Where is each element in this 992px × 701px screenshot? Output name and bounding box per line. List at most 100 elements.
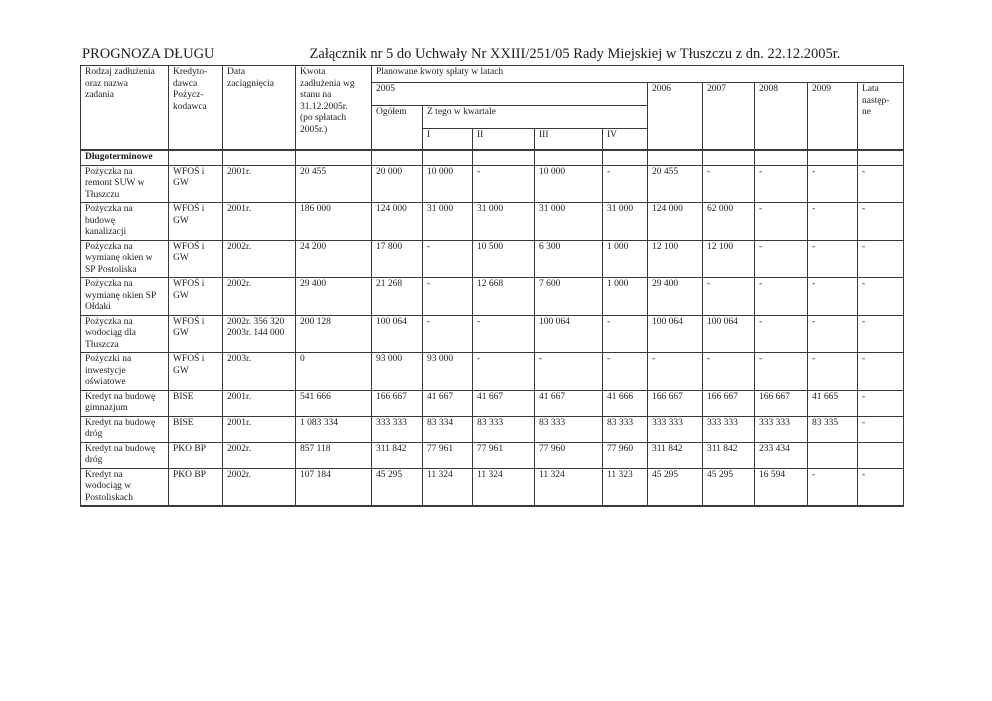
table-cell: - [857, 202, 904, 241]
table-cell: 100 064 [371, 314, 423, 353]
table-cell: - [472, 314, 535, 353]
header-date: Data zaciągnięcia [222, 65, 296, 151]
table-cell: Pożyczka na wymianę okien SP Ołdaki [80, 277, 169, 316]
header-quarter-2: II [472, 128, 535, 151]
table-cell: 20 455 [647, 164, 703, 203]
table-cell: WFOŚ i GW [168, 314, 223, 353]
header-quarter-1: I [422, 128, 473, 151]
table-row: Pożyczka na wymianę okien w SP Postolisk… [80, 239, 904, 278]
table-cell: Kredyt na budowę dróg [80, 415, 169, 443]
table-cell: - [602, 352, 648, 391]
table-cell: 83 333 [602, 415, 648, 443]
table-cell: BISE [168, 415, 223, 443]
table-cell: 311 842 [647, 441, 703, 469]
table-cell: - [857, 164, 904, 203]
section-empty-cell [422, 149, 473, 166]
table-cell: PKO BP [168, 467, 223, 507]
table-cell: PKO BP [168, 441, 223, 469]
header-row-total-quarters: Ogółem Z tego w kwartale [81, 105, 904, 151]
table-cell: 333 333 [754, 415, 808, 443]
table-cell: 31 000 [472, 202, 535, 241]
table-cell: 83 334 [422, 415, 473, 443]
table-cell: 16 594 [754, 467, 808, 507]
header-year-2006: 2006 [647, 82, 703, 151]
table-cell: - [807, 314, 858, 353]
section-empty-cell [857, 149, 904, 166]
table-cell: Pożyczka na wodociąg dla Tłuszcza [80, 314, 169, 353]
header-total: Ogółem [371, 105, 423, 151]
table-cell: - [702, 164, 755, 203]
table-cell: - [857, 352, 904, 391]
table-cell [807, 441, 858, 469]
table-cell: 41 666 [602, 389, 648, 417]
table-cell: - [754, 164, 808, 203]
table-cell: Kredyt na budowę gimnazjum [80, 389, 169, 417]
table-cell: WFOŚ i GW [168, 239, 223, 278]
section-empty-cell [371, 149, 423, 166]
table-cell: WFOŚ i GW [168, 202, 223, 241]
table-cell: 24 200 [295, 239, 372, 278]
header-row-top: Rodzaj zadłużenia oraz nazwa zadania Kre… [80, 65, 904, 151]
table-cell: 83 333 [472, 415, 535, 443]
header-amount: Kwota zadłużenia wg stanu na 31.12.2005r… [295, 65, 372, 151]
table-cell [857, 441, 904, 469]
header-year-2009: 2009 [807, 82, 858, 151]
table-cell: 2002r. [222, 467, 296, 507]
table-cell: 186 000 [295, 202, 372, 241]
table-cell: 541 666 [295, 389, 372, 417]
table-cell: 311 842 [371, 441, 423, 469]
table-cell: 11 324 [534, 467, 603, 507]
table-cell: - [534, 352, 603, 391]
table-cell: 6 300 [534, 239, 603, 278]
table-cell: - [807, 164, 858, 203]
table-cell: - [754, 202, 808, 241]
header-quarters-group: Z tego w kwartale [422, 105, 648, 129]
table-cell: 2001r. [222, 202, 296, 241]
table-cell: 311 842 [702, 441, 755, 469]
table-cell: 93 000 [422, 352, 473, 391]
table-cell: 1 000 [602, 239, 648, 278]
table-cell: 200 128 [295, 314, 372, 353]
table-cell: 2001r. [222, 389, 296, 417]
table-cell: 93 000 [371, 352, 423, 391]
table-row: Kredyt na budowę gimnazjum BISE 2001r. 541 … [80, 389, 904, 417]
table-cell: 333 333 [702, 415, 755, 443]
table-cell: 62 000 [702, 202, 755, 241]
table-cell: 12 668 [472, 277, 535, 316]
table-cell: Pożyczka na budowę kanalizacji [80, 202, 169, 241]
table-cell: 124 000 [371, 202, 423, 241]
section-empty-cell [702, 149, 755, 166]
table-cell: - [754, 352, 808, 391]
table-cell: 2002r. [222, 441, 296, 469]
table-cell: 2002r. 356 320 2003r. 144 000 [222, 314, 296, 353]
section-empty-cell [295, 149, 372, 166]
table-row: Pożyczka na wodociąg dla Tłuszcza WFOŚ i … [80, 314, 904, 353]
table-cell: 41 667 [534, 389, 603, 417]
table-cell: 0 [295, 352, 372, 391]
table-row: Pożyczka na remont SUW w Tłuszczu WFOŚ i … [80, 164, 904, 203]
table-cell: 100 064 [702, 314, 755, 353]
document-page: PROGNOZA DŁUGU Załącznik nr 5 do Uchwały… [80, 46, 916, 507]
debt-forecast-table: Rodzaj zadłużenia oraz nazwa zadania Kre… [80, 65, 904, 507]
table-cell: 2001r. [222, 415, 296, 443]
table-row: Kredyt na budowę dróg BISE 2001r. 1 083 334… [80, 415, 904, 443]
table-cell: 100 064 [647, 314, 703, 353]
table-cell: WFOŚ i GW [168, 164, 223, 203]
section-empty-cell [754, 149, 808, 166]
table-cell: 1 000 [602, 277, 648, 316]
table-row: Kredyt na budowę dróg PKO BP 2002r. 857 118… [80, 441, 904, 469]
table-cell: 233 434 [754, 441, 808, 469]
table-cell: 20 455 [295, 164, 372, 203]
header-planned-payments: Planowane kwoty spłaty w latach [371, 65, 904, 83]
table-cell: - [602, 314, 648, 353]
header-following-years: Lata następ- ne [857, 82, 904, 151]
table-cell: 21 268 [371, 277, 423, 316]
table-cell: 11 324 [472, 467, 535, 507]
table-cell: 41 667 [422, 389, 473, 417]
table-cell: 166 667 [754, 389, 808, 417]
table-cell: 77 961 [472, 441, 535, 469]
table-cell: 10 000 [534, 164, 603, 203]
table-cell: 166 667 [702, 389, 755, 417]
table-cell: 12 100 [702, 239, 755, 278]
table-cell: BISE [168, 389, 223, 417]
